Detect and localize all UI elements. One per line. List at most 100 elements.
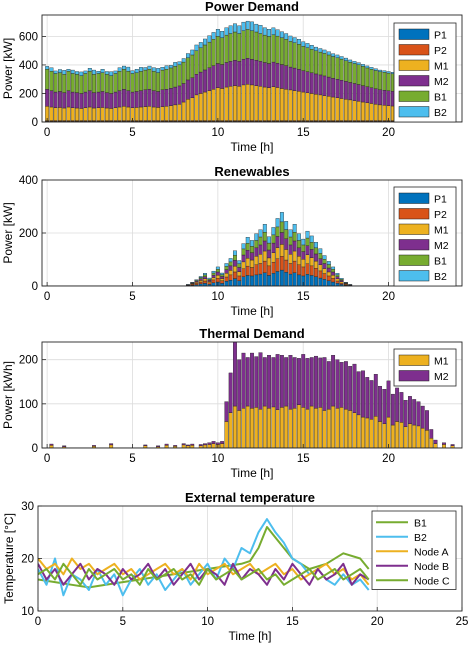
bar-b2	[228, 25, 233, 34]
bar-b2	[297, 39, 301, 45]
bar-m1	[66, 106, 71, 121]
bar-p2	[267, 265, 271, 276]
bar-b1	[134, 72, 139, 92]
bar-b2	[104, 71, 109, 75]
bar-b2	[49, 67, 54, 72]
bar-p1	[241, 276, 246, 286]
bar-b1	[267, 242, 271, 251]
bar-b1	[177, 64, 182, 87]
bar-m2	[318, 74, 323, 96]
bar-b1	[288, 41, 293, 68]
bar-m2	[399, 392, 404, 423]
bar-b2	[207, 35, 212, 43]
bar-m1	[267, 408, 271, 448]
bar-b1	[139, 71, 143, 91]
bar-m2	[279, 355, 284, 408]
bar-b2	[262, 224, 267, 233]
bar-b2	[292, 37, 297, 43]
bar-m1	[271, 406, 276, 448]
bar-p2	[228, 274, 233, 281]
x-tick-label: 20	[382, 291, 395, 303]
bar-b1	[365, 67, 370, 87]
bar-m1	[181, 444, 186, 448]
bar-b2	[275, 29, 280, 37]
bar-b2	[220, 31, 225, 38]
bar-b2	[224, 27, 229, 36]
bar-m2	[305, 358, 310, 410]
bar-m2	[224, 62, 229, 88]
bar-m1	[250, 408, 254, 448]
bar-m1	[288, 408, 293, 448]
bar-p1	[267, 275, 271, 286]
bar-m2	[233, 260, 237, 267]
bar-b2	[245, 237, 250, 244]
legend-label-m1: M1	[434, 225, 449, 237]
bar-b2	[190, 282, 195, 283]
bar-b2	[75, 71, 79, 75]
bar-m2	[49, 90, 54, 108]
bar-b2	[100, 69, 105, 73]
bar-m1	[297, 404, 301, 448]
bar-m2	[352, 83, 357, 101]
bar-b1	[258, 33, 263, 62]
bar-m2	[198, 444, 203, 446]
x-tick-label: 0	[44, 127, 50, 139]
bar-b1	[207, 41, 212, 68]
bar-m1	[151, 106, 156, 121]
y-tick-label: 30	[21, 501, 34, 513]
bar-m2	[288, 355, 293, 410]
bar-b1	[305, 237, 310, 246]
bar-m1	[275, 87, 280, 121]
bar-m2	[275, 63, 280, 88]
bar-b2	[262, 27, 267, 36]
legend-swatch-b1	[398, 254, 430, 266]
bar-b2	[343, 57, 348, 61]
bar-m2	[356, 371, 361, 416]
bar-b1	[122, 69, 126, 90]
bar-m2	[220, 276, 225, 279]
bar-m1	[220, 443, 225, 448]
bar-m2	[211, 65, 216, 90]
bar-b2	[79, 71, 84, 76]
bar-m1	[250, 259, 254, 268]
legend-swatch-m2	[398, 75, 430, 87]
legend-label-b2: B2	[434, 271, 447, 283]
bar-m1	[373, 416, 378, 448]
bar-b2	[83, 70, 88, 74]
bar-m1	[292, 90, 297, 121]
bar-m2	[331, 355, 336, 407]
bar-b1	[79, 75, 84, 94]
bar-m1	[190, 97, 195, 121]
bar-b2	[58, 69, 62, 73]
bar-m2	[305, 245, 310, 255]
bar-m1	[399, 422, 404, 448]
bar-m1	[254, 407, 259, 448]
bar-b2	[181, 58, 186, 63]
bar-m2	[297, 358, 301, 405]
bar-b2	[271, 227, 276, 236]
bar-m2	[190, 77, 195, 98]
bar-b1	[215, 269, 220, 273]
bar-b2	[203, 273, 207, 276]
bar-b2	[258, 229, 263, 238]
bar-m1	[156, 107, 161, 121]
bar-m2	[254, 356, 259, 408]
bar-b1	[297, 240, 301, 249]
line-node-a	[38, 557, 370, 586]
bar-b1	[66, 71, 71, 91]
x-tick-label: 20	[382, 453, 395, 465]
bar-b1	[181, 61, 186, 84]
bar-m2	[305, 71, 310, 93]
bar-p2	[224, 276, 229, 282]
bar-m2	[314, 355, 318, 409]
y-tick-label: 0	[32, 443, 38, 455]
bar-m1	[79, 108, 84, 121]
bar-m2	[117, 90, 122, 108]
bar-p1	[305, 274, 310, 286]
bar-b2	[318, 248, 323, 254]
bar-m2	[245, 250, 250, 259]
bar-m2	[186, 444, 190, 446]
bar-b2	[228, 258, 233, 263]
legend-swatch-b1	[398, 90, 430, 102]
